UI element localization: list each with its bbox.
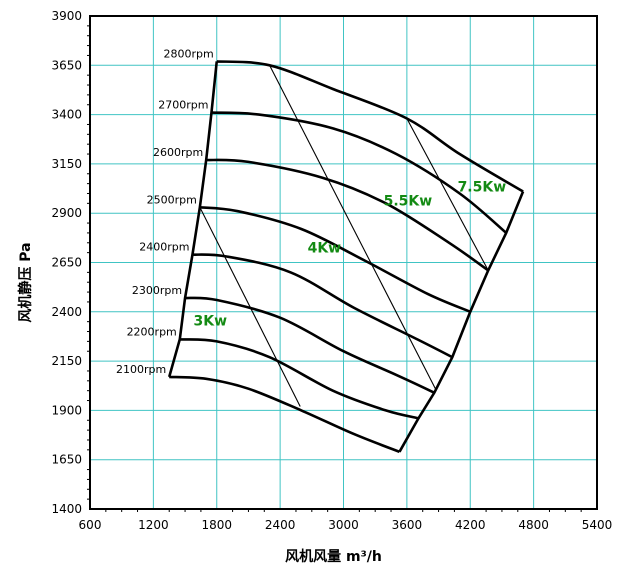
x-tick-label: 3600 [392,518,423,532]
y-tick-label: 2400 [51,305,82,319]
power-annotations: 3Kw 4Kw 5.5Kw 7.5Kw [194,180,507,330]
x-tick-label: 4800 [518,518,549,532]
x-tick-label: 5400 [582,518,613,532]
x-tick-label: 1200 [138,518,169,532]
y-tick-label: 3150 [51,157,82,171]
rpm-curve [206,158,489,272]
x-tick-label: 600 [79,518,102,532]
y-tick-label: 2900 [51,206,82,220]
rpm-curves [169,60,524,454]
grid [89,15,598,510]
rpm-curve [192,253,453,359]
power-annotation: 7.5Kw [458,180,507,196]
rpm-label: 2200rpm [127,325,177,338]
y-tick-label: 1650 [51,453,82,467]
rpm-curve [169,375,400,454]
x-tick-label: 4200 [455,518,486,532]
power-annotation: 3Kw [194,314,228,330]
rpm-label: 2600rpm [153,146,203,159]
rpm-curve [216,60,524,193]
rpm-label: 2700rpm [158,99,208,112]
y-tick-label: 1400 [51,502,82,516]
power-line [406,118,489,271]
y-axis-label: 风机静压 Pa [17,242,34,322]
y-tick-label: 3650 [51,58,82,72]
rpm-label: 2300rpm [132,284,182,297]
envelope-right-edge [398,191,525,453]
x-tick-label: 2400 [265,518,296,532]
series-labels: 2800rpm 2700rpm 2600rpm 2500rpm 2400rpm 2300r… [116,47,214,376]
x-tick-label: 1800 [201,518,232,532]
power-annotation: 4Kw [308,241,342,257]
power-annotation: 5.5Kw [384,193,433,209]
rpm-label: 2400rpm [139,241,189,254]
rpm-curve [185,296,435,394]
y-tick-label: 2650 [51,256,82,270]
y-tick-label: 1900 [51,403,82,417]
plot-frame [89,15,598,510]
operating-envelope [167,61,525,453]
rpm-label: 2100rpm [116,363,166,376]
y-tick-label: 3900 [51,9,82,23]
rpm-label: 2500rpm [147,193,197,206]
y-tick-label: 2150 [51,354,82,368]
power-lines [199,65,489,407]
rpm-curve [199,206,471,313]
envelope-left-edge [167,61,219,378]
x-axis-label: 风机风量 m³/h [285,548,382,565]
x-tick-label: 3000 [328,518,359,532]
rpm-curve [179,338,419,420]
rpm-label: 2800rpm [164,47,214,60]
axis-ticks: 600 1200 1800 2400 3000 3600 4200 4800 5400 1400 1… [51,9,612,532]
rpm-curve [211,111,508,234]
y-tick-label: 3400 [51,108,82,122]
